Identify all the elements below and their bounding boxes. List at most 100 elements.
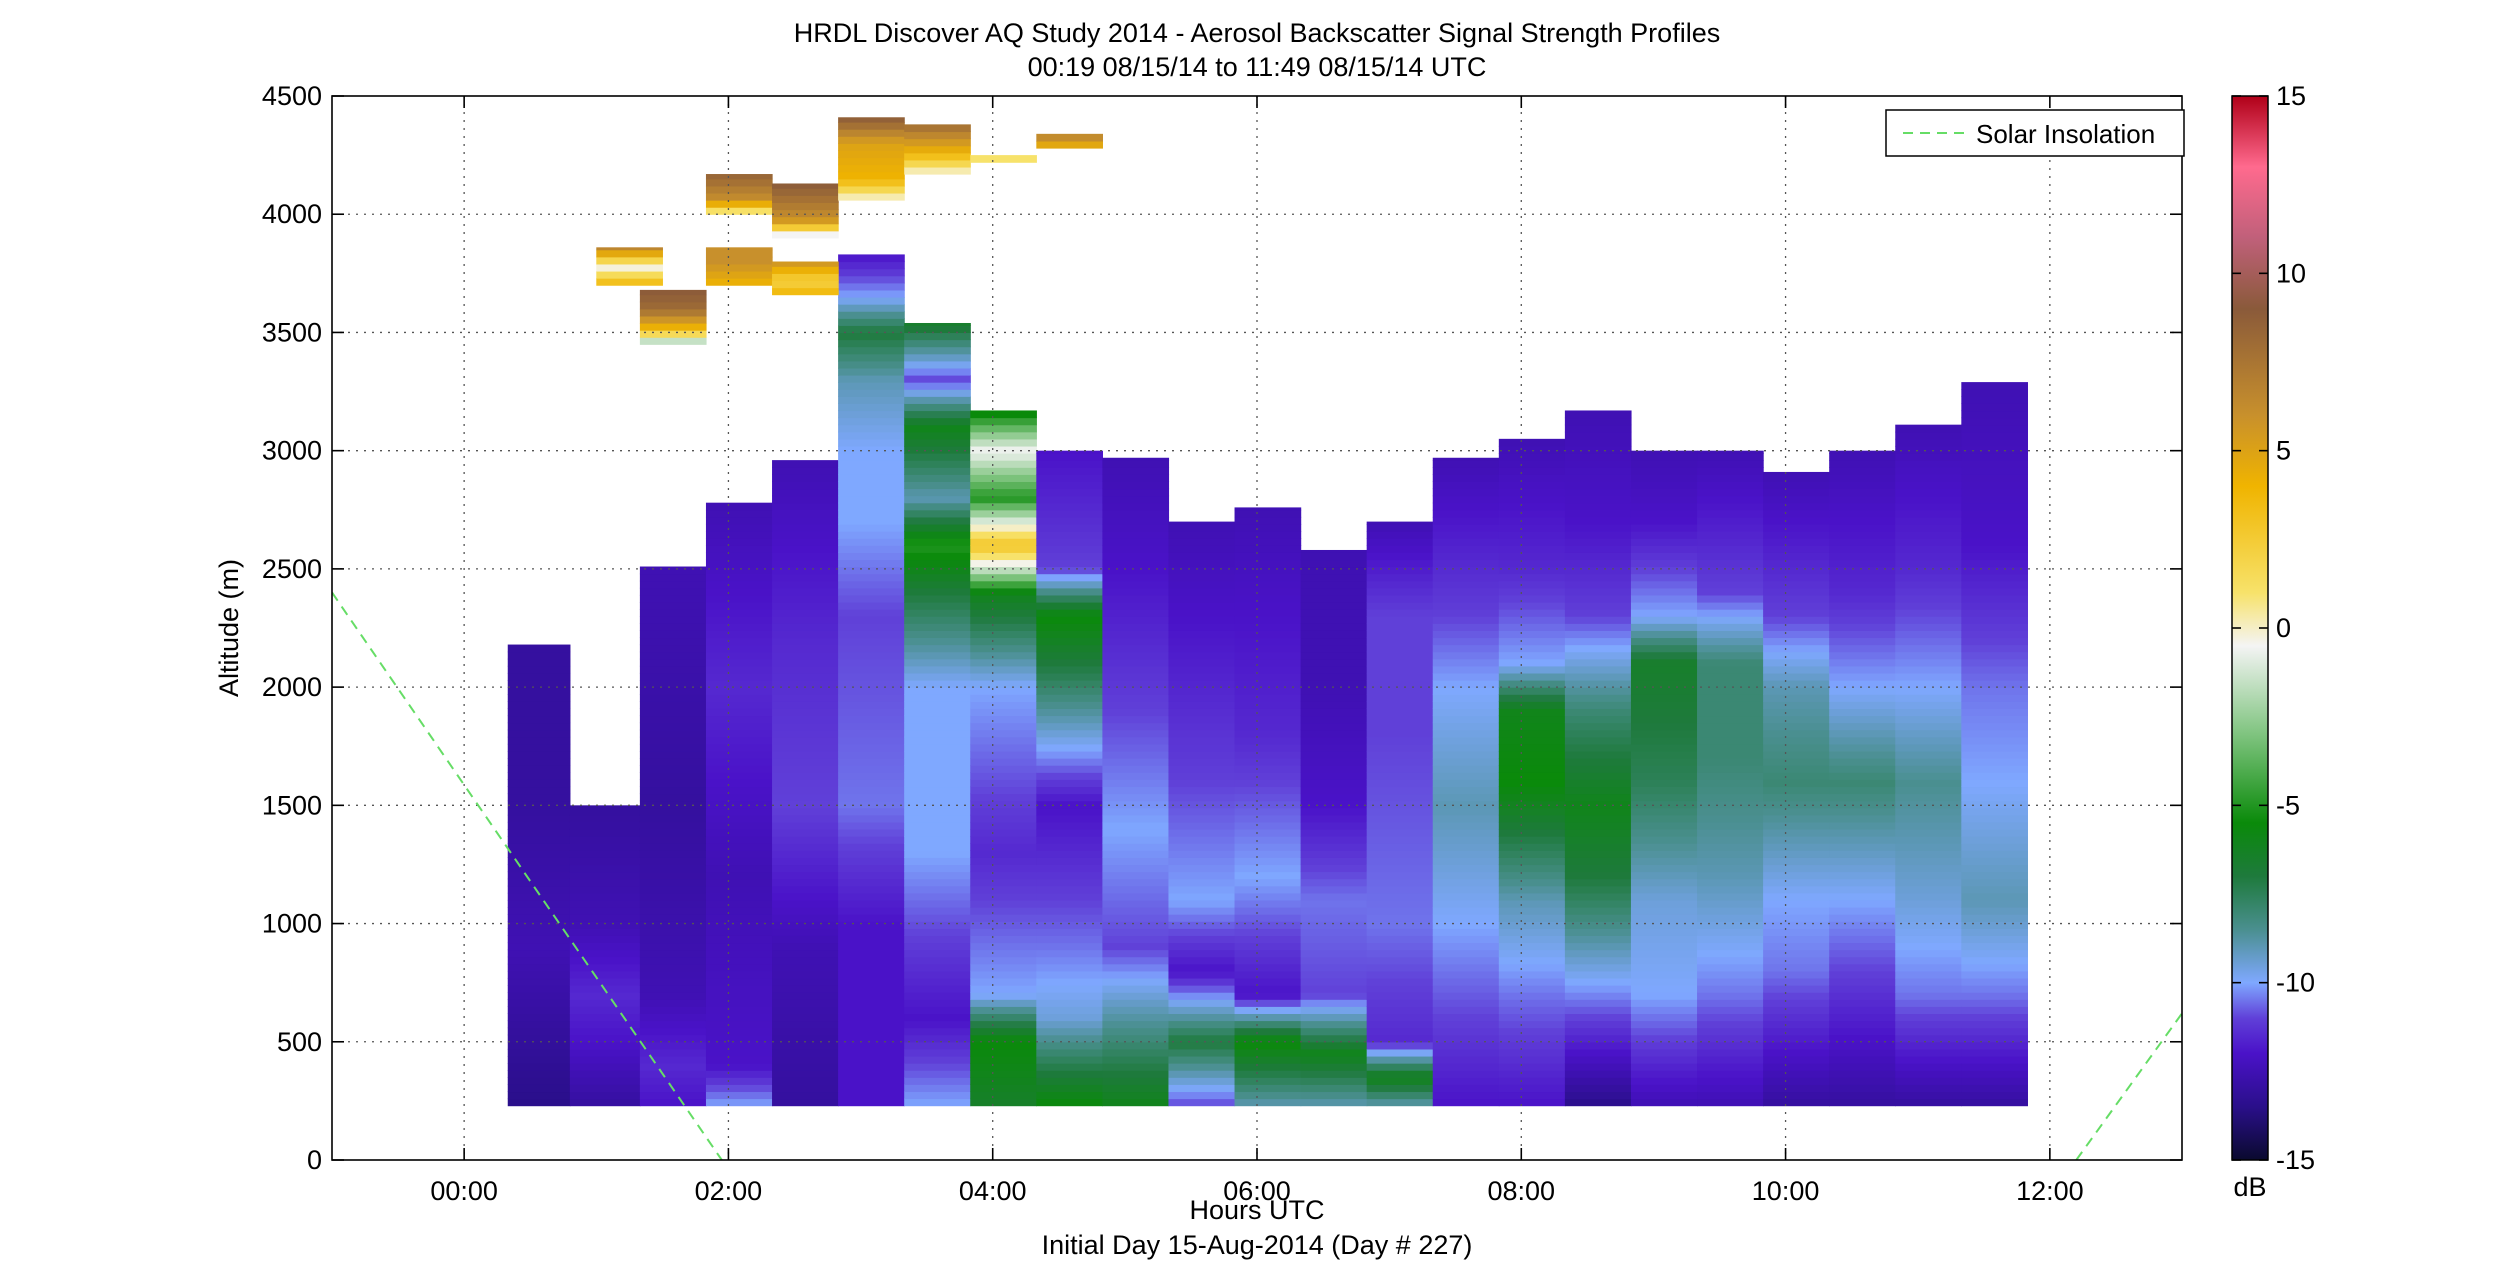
profile-column-17-cell: [1630, 637, 1698, 646]
elevated-layer-5-cell: [772, 261, 839, 267]
profile-column-17-cell: [1630, 878, 1698, 887]
profile-column-21-cell: [1895, 956, 1962, 965]
profile-column-8-cell: [1036, 850, 1103, 858]
profile-column-17-cell: [1630, 999, 1698, 1007]
profile-column-6-cell: [904, 1084, 971, 1093]
profile-column-5-cell: [838, 736, 905, 745]
profile-column-20-cell: [1829, 467, 1896, 475]
profile-column-19-cell: [1763, 471, 1830, 475]
profile-column-18-cell: [1697, 450, 1764, 454]
profile-column-15-cell: [1498, 438, 1566, 447]
profile-column-22-cell: [1961, 637, 2028, 646]
profile-column-5-cell: [838, 779, 905, 788]
profile-column-10-cell: [1168, 977, 1236, 986]
profile-column-14-cell: [1432, 963, 1500, 972]
profile-column-15-cell: [1498, 1098, 1566, 1107]
profile-column-15-cell: [1498, 907, 1566, 915]
profile-column-0-cell: [507, 970, 571, 979]
profile-column-15-cell: [1498, 587, 1566, 596]
profile-column-18-cell: [1697, 672, 1764, 681]
profile-column-0-cell: [507, 878, 571, 887]
profile-column-20-cell: [1829, 729, 1896, 738]
profile-column-11-cell: [1234, 992, 1302, 1000]
profile-column-13-cell: [1366, 658, 1434, 667]
profile-column-11-cell: [1234, 985, 1302, 993]
profile-column-19-cell: [1763, 1048, 1830, 1057]
colorbar-tick-label: -10: [2276, 968, 2315, 998]
profile-column-16-cell: [1564, 814, 1632, 823]
profile-column-10-cell: [1168, 899, 1236, 908]
elevated-layer-6-cell: [838, 178, 905, 187]
profile-column-9-cell: [1102, 495, 1170, 504]
profile-column-21-cell: [1895, 1020, 1962, 1029]
profile-column-7-cell: [970, 1055, 1037, 1064]
profile-column-4-cell: [772, 935, 839, 944]
profile-column-11-cell: [1234, 736, 1302, 745]
profile-column-6-cell: [904, 1027, 971, 1036]
profile-column-5-cell: [838, 1041, 905, 1050]
profile-column-21-cell: [1895, 601, 1962, 610]
profile-column-19-cell: [1763, 1070, 1830, 1078]
profile-column-19-cell: [1763, 949, 1830, 958]
profile-column-16-cell: [1564, 921, 1632, 929]
elevated-layer-5-cell: [772, 280, 839, 289]
profile-column-19-cell: [1763, 474, 1830, 482]
elevated-layer-5-cell: [772, 273, 839, 282]
profile-column-19-cell: [1763, 942, 1830, 951]
profile-column-15-cell: [1498, 999, 1566, 1007]
profile-column-3-cell: [705, 1041, 773, 1050]
profile-column-12-cell: [1300, 750, 1368, 759]
elevated-layer-6-cell: [838, 143, 905, 151]
profile-column-11-cell: [1234, 1077, 1302, 1085]
profile-column-14-cell: [1432, 488, 1500, 497]
profile-column-18-cell: [1697, 765, 1764, 773]
profile-column-9-cell: [1102, 928, 1170, 936]
profile-column-10-cell: [1168, 765, 1236, 773]
profile-column-20-cell: [1829, 970, 1896, 979]
profile-column-6-cell: [904, 1070, 971, 1078]
profile-column-18-cell: [1697, 970, 1764, 979]
profile-column-18-cell: [1697, 1013, 1764, 1022]
profile-column-5-cell: [838, 304, 905, 312]
profile-column-14-cell: [1432, 892, 1500, 901]
profile-column-8-cell: [1036, 467, 1103, 475]
profile-column-10-cell: [1168, 758, 1236, 766]
profile-column-8-cell: [1036, 772, 1103, 780]
profile-column-16-cell: [1564, 701, 1632, 709]
profile-column-18-cell: [1697, 637, 1764, 646]
profile-column-16-cell: [1564, 949, 1632, 958]
profile-column-22-cell: [1961, 743, 2028, 752]
profile-column-11-cell: [1234, 601, 1302, 610]
profile-column-22-cell: [1961, 1041, 2028, 1050]
profile-column-9-cell: [1102, 1027, 1170, 1036]
profile-column-12-cell: [1300, 1048, 1368, 1057]
profile-column-17-cell: [1630, 467, 1698, 475]
profile-column-2-cell: [639, 836, 707, 844]
profile-column-18-cell: [1697, 594, 1764, 603]
profile-column-17-cell: [1630, 1041, 1698, 1050]
profile-column-9-cell: [1102, 573, 1170, 582]
profile-column-1-cell: [569, 885, 641, 894]
profile-column-7-cell: [970, 878, 1037, 887]
profile-column-20-cell: [1829, 672, 1896, 681]
profile-column-0-cell: [507, 1098, 571, 1107]
profile-column-2-cell: [639, 680, 707, 688]
x-axis-ticks: 00:00 02:00 04:00 06:00 08:00 10:00 12:00: [430, 96, 2084, 1206]
profile-column-15-cell: [1498, 623, 1566, 631]
profile-column-18-cell: [1697, 935, 1764, 944]
profile-column-14-cell: [1432, 779, 1500, 788]
profile-column-1-cell: [569, 1006, 641, 1014]
profile-column-20-cell: [1829, 814, 1896, 823]
profile-column-10-cell: [1168, 651, 1236, 660]
profile-column-0-cell: [507, 942, 571, 951]
profile-column-2-cell: [639, 672, 707, 681]
profile-column-16-cell: [1564, 417, 1632, 426]
profile-column-14-cell: [1432, 644, 1500, 653]
profile-column-11-cell: [1234, 793, 1302, 802]
profile-column-0-cell: [507, 963, 571, 972]
profile-column-12-cell: [1300, 892, 1368, 901]
profile-column-22-cell: [1961, 1034, 2028, 1043]
profile-column-22-cell: [1961, 516, 2028, 525]
profile-column-6-cell: [904, 325, 971, 334]
profile-column-6-cell: [904, 914, 971, 922]
